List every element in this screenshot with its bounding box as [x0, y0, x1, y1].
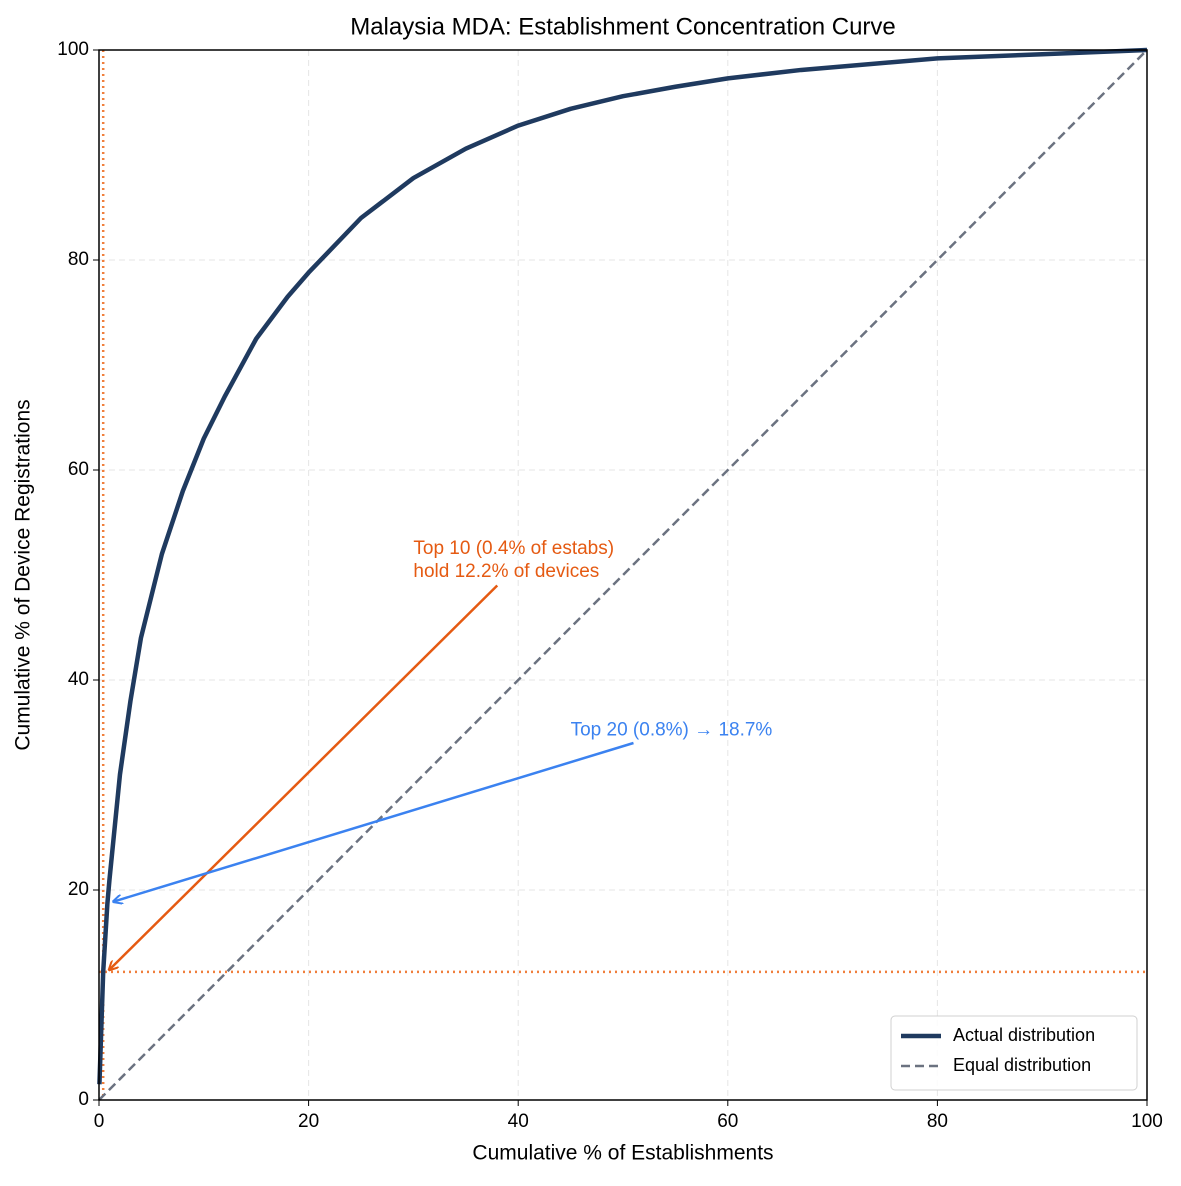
annotation-text: hold 12.2% of devices — [413, 561, 599, 582]
annotation-text: Top 20 (0.8%) → 18.7% — [571, 719, 773, 740]
y-tick-label: 100 — [57, 39, 89, 60]
annotation-arrow — [113, 741, 634, 902]
x-tick-label: 80 — [927, 1111, 948, 1132]
data-line — [98, 49, 1148, 1101]
x-tick-label: 40 — [508, 1111, 529, 1132]
plot-frame — [98, 49, 1148, 1101]
y-axis-label: Cumulative % of Device Registrations — [12, 399, 35, 750]
chart-title: Malaysia MDA: Establishment Concentratio… — [350, 13, 896, 40]
legend-box — [890, 1015, 1138, 1091]
x-tick-label: 100 — [1131, 1111, 1163, 1132]
y-tick-label: 40 — [68, 669, 89, 690]
x-tick-label: 0 — [94, 1111, 105, 1132]
y-tick-label: 0 — [78, 1089, 89, 1110]
x-tick-label: 20 — [298, 1111, 319, 1132]
data-line — [97, 47, 1148, 1085]
x-axis-label: Cumulative % of Establishments — [472, 1142, 773, 1165]
y-tick-label: 80 — [68, 249, 89, 270]
y-tick-label: 20 — [68, 879, 89, 900]
annotation-text: Top 10 (0.4% of estabs) — [413, 538, 614, 559]
x-tick-label: 60 — [717, 1111, 738, 1132]
legend-label: Equal distribution — [953, 1055, 1091, 1075]
y-tick-label: 60 — [68, 459, 89, 480]
legend-label: Actual distribution — [953, 1025, 1095, 1045]
annotation-arrow — [109, 584, 499, 970]
